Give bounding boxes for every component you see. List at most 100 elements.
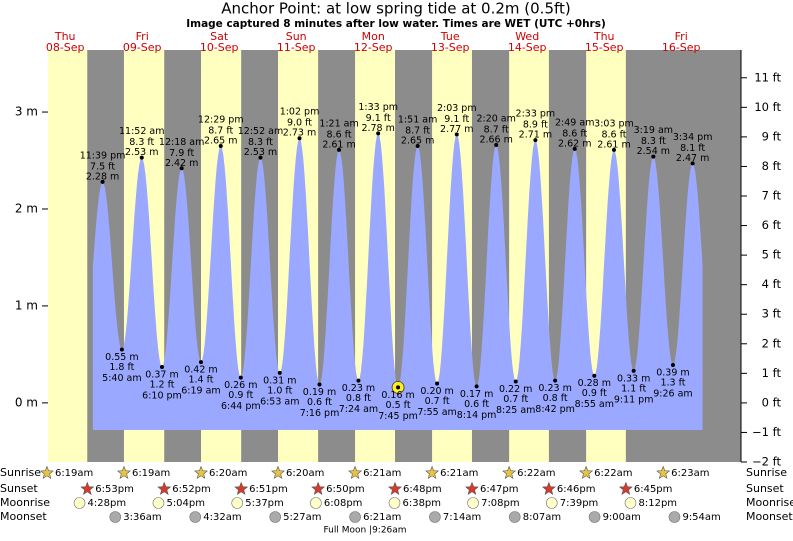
sun-icon [311, 481, 326, 495]
day-name: Sat [210, 30, 229, 43]
moon-icon [152, 497, 165, 509]
ft-label: 0.5 ft [386, 400, 411, 411]
moon-icon [668, 511, 681, 523]
moon-icon [388, 497, 401, 509]
time-label: 1:51 am [398, 114, 437, 125]
ft-label: 1.8 ft [109, 362, 134, 373]
chart-subtitle: Image captured 8 minutes after low water… [186, 18, 606, 30]
time-label: 3:34 pm [673, 132, 713, 143]
moon-icon [467, 497, 479, 509]
moonset-time: 8:07am [523, 512, 561, 523]
sun-icon [234, 481, 249, 495]
moon-icon [508, 511, 521, 523]
sunrise-time: 6:22am [517, 468, 555, 479]
m-label: 2.62 m [558, 138, 591, 149]
day-name: Fri [675, 30, 688, 43]
ft-label: 0.9 ft [228, 390, 253, 401]
time-label: 8:14 pm [457, 410, 497, 421]
time-label: 11:52 am [119, 126, 164, 137]
sunrise-time: 6:19am [55, 468, 93, 479]
ft-label: 0.6 ft [464, 399, 489, 410]
day-date: 14-Sep [508, 41, 547, 54]
time-label: 3:19 am [634, 125, 673, 136]
moonset-time: 3:36am [123, 512, 161, 523]
row-label: Moonset [0, 510, 47, 523]
sunrise-time: 6:19am [132, 468, 170, 479]
full-moon-label: Full Moon |9:26am [323, 526, 406, 536]
ft-label: 0.8 ft [543, 393, 568, 404]
m-label: 2.42 m [165, 158, 198, 169]
extreme-point [474, 384, 479, 389]
m-label: 2.61 m [322, 139, 355, 150]
ft-label: 8.6 ft [327, 129, 352, 140]
row-label: Sunset [0, 482, 38, 495]
m-label: 2.53 m [244, 147, 277, 158]
day-date: 08-Sep [46, 41, 85, 54]
moonrise-time: 4:28pm [88, 498, 127, 509]
day-name: Thu [593, 30, 615, 43]
y2-tick-label: 8 ft [762, 159, 782, 173]
sunset-time: 6:45pm [634, 484, 673, 495]
time-label: 12:18 am [159, 137, 204, 148]
moon-icon [73, 497, 86, 509]
sunset-time: 6:52pm [172, 484, 211, 495]
ft-label: 9.0 ft [287, 118, 312, 129]
row-label-right: Sunset [746, 482, 784, 495]
sunrise-time: 6:23am [671, 468, 709, 479]
y-tick-label: 2 m [15, 201, 38, 215]
moon-icon [349, 511, 361, 523]
y-tick-label: 0 m [15, 395, 38, 409]
extreme-point [218, 143, 223, 148]
moonset-time: 9:54am [682, 512, 720, 523]
moonset-time: 4:32am [203, 512, 241, 523]
m-label: 2.53 m [125, 147, 158, 158]
extreme-point [670, 363, 675, 368]
ft-label: 0.8 ft [346, 393, 371, 404]
sun-icon [388, 481, 402, 495]
m-label: 0.28 m [578, 378, 611, 389]
sun-icon [465, 481, 479, 495]
moon-icon [310, 497, 322, 509]
extreme-point [179, 166, 184, 171]
sun-icon [579, 465, 594, 479]
sun-icon [271, 465, 285, 479]
time-label: 12:52 am [238, 126, 283, 137]
sunset-time: 6:51pm [249, 484, 288, 495]
ft-label: 0.6 ft [307, 397, 332, 408]
sunset-time: 6:46pm [557, 484, 596, 495]
moonset-time: 9:00am [603, 512, 641, 523]
ft-label: 0.9 ft [582, 388, 607, 399]
time-label: 2:03 pm [437, 103, 477, 114]
time-label: 1:33 pm [358, 102, 398, 113]
m-label: 2.66 m [479, 135, 512, 146]
time-label: 8:42 pm [535, 404, 575, 415]
m-label: 0.26 m [224, 380, 257, 391]
y-tick-label: 1 m [15, 298, 38, 312]
extreme-point [611, 147, 616, 152]
extreme-point [553, 378, 558, 383]
ft-label: 1.4 ft [188, 375, 213, 386]
row-label-right: Moonset [746, 510, 793, 523]
m-label: 0.31 m [263, 375, 296, 386]
moonset-time: 7:14am [443, 512, 481, 523]
day-date: 09-Sep [123, 41, 162, 54]
extreme-point [238, 375, 243, 380]
extreme-point [592, 373, 597, 378]
m-label: 0.55 m [105, 352, 138, 363]
day-date: 11-Sep [277, 41, 316, 54]
ft-label: 8.1 ft [680, 143, 705, 154]
y2-tick-label: 4 ft [762, 277, 782, 291]
ft-label: 8.6 ft [601, 129, 626, 140]
ft-label: 8.9 ft [523, 120, 548, 131]
time-label: 6:44 pm [221, 401, 261, 412]
day-date: 15-Sep [585, 41, 624, 54]
time-label: 12:29 pm [198, 114, 244, 125]
row-label: Moonrise [0, 496, 50, 509]
m-label: 2.28 m [86, 171, 119, 182]
time-label: 9:26 am [653, 389, 692, 400]
tide-area [92, 133, 703, 430]
extreme-point [396, 385, 401, 390]
moonrise-time: 6:08pm [324, 498, 363, 509]
